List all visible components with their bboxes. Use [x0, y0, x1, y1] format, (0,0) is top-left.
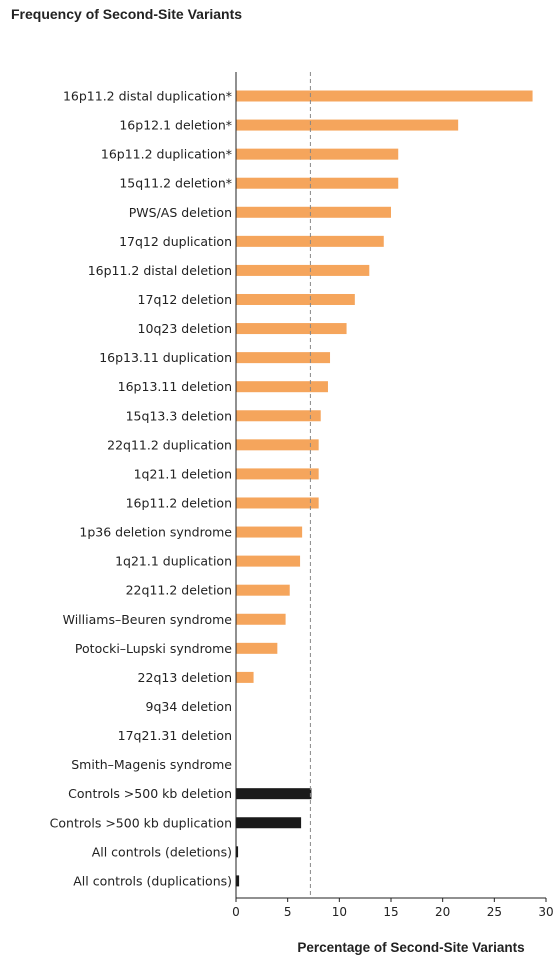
bar-7: [236, 293, 355, 305]
bar-19: [236, 642, 278, 654]
category-label-7: 17q12 deletion: [138, 292, 232, 307]
category-label-2: 16p11.2 duplication*: [101, 147, 232, 162]
x-tick-label-6: 30: [538, 905, 553, 919]
bar-3: [236, 177, 399, 189]
category-label-25: Controls >500 kb duplication: [50, 815, 232, 830]
category-label-8: 10q23 deletion: [138, 321, 232, 336]
bar-8: [236, 323, 347, 335]
category-label-9: 16p13.11 duplication: [99, 350, 232, 365]
bar-24: [236, 788, 312, 800]
bar-1: [236, 119, 459, 131]
bar-2: [236, 148, 399, 160]
bar-13: [236, 468, 319, 480]
category-label-10: 16p13.11 deletion: [118, 379, 232, 394]
category-label-17: 22q11.2 deletion: [126, 583, 232, 598]
bar-4: [236, 206, 391, 218]
bar-26: [236, 846, 239, 858]
chart-title: Frequency of Second-Site Variants: [11, 6, 243, 22]
category-label-20: 22q13 deletion: [138, 670, 232, 685]
category-label-3: 15q11.2 deletion*: [119, 176, 232, 191]
x-axis-label: Percentage of Second-Site Variants: [297, 940, 524, 955]
category-label-26: All controls (deletions): [92, 844, 232, 859]
category-label-5: 17q12 duplication: [119, 234, 232, 249]
bar-6: [236, 264, 370, 276]
bar-16: [236, 555, 301, 567]
bar-0: [236, 90, 533, 102]
bar-15: [236, 526, 303, 538]
bar-12: [236, 439, 319, 451]
x-tick-label-0: 0: [232, 905, 240, 919]
bar-14: [236, 497, 319, 509]
x-tick-label-2: 10: [332, 905, 347, 919]
category-label-14: 16p11.2 deletion: [126, 495, 232, 510]
bar-18: [236, 613, 286, 625]
category-label-13: 1q21.1 deletion: [134, 466, 232, 481]
category-label-24: Controls >500 kb deletion: [68, 786, 232, 801]
x-tick-label-1: 5: [284, 905, 292, 919]
category-labels-group: 16p11.2 distal duplication* 16p12.1 delet…: [50, 89, 233, 889]
category-label-0: 16p11.2 distal duplication*: [63, 89, 232, 104]
x-tick-label-5: 25: [487, 905, 502, 919]
bar-17: [236, 584, 290, 596]
category-label-15: 1p36 deletion syndrome: [79, 525, 232, 540]
bar-10: [236, 381, 328, 393]
category-label-21: 9q34 deletion: [146, 699, 233, 714]
bar-27: [236, 875, 240, 887]
x-tick-label-4: 20: [435, 905, 450, 919]
x-tick-label-3: 15: [383, 905, 398, 919]
category-label-27: All controls (duplications): [73, 873, 232, 888]
category-label-19: Potocki–Lupski syndrome: [75, 641, 232, 656]
category-label-16: 1q21.1 duplication: [115, 554, 232, 569]
category-label-4: PWS/AS deletion: [129, 205, 232, 220]
category-label-6: 16p11.2 distal deletion: [88, 263, 232, 278]
bar-9: [236, 352, 331, 364]
bar-20: [236, 671, 254, 683]
bar-5: [236, 235, 384, 247]
bar-11: [236, 410, 321, 422]
bars-group: [236, 90, 533, 887]
x-ticks-group: 0 5 10 15 20 25 30: [232, 898, 554, 919]
category-label-1: 16p12.1 deletion*: [119, 118, 232, 133]
category-label-23: Smith–Magenis syndrome: [71, 757, 232, 772]
category-label-11: 15q13.3 deletion: [126, 408, 232, 423]
category-label-18: Williams–Beuren syndrome: [63, 612, 233, 627]
category-label-22: 17q21.31 deletion: [118, 728, 232, 743]
bar-25: [236, 817, 302, 829]
category-label-12: 22q11.2 duplication: [107, 437, 232, 452]
